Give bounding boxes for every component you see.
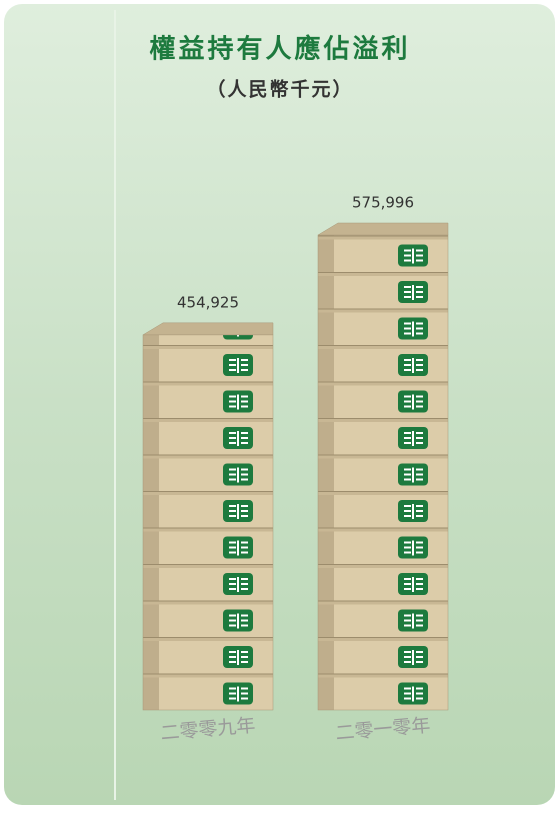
value-label: 454,925	[177, 293, 239, 311]
value-label: 575,996	[352, 194, 414, 212]
bar	[142, 334, 274, 711]
bar	[317, 234, 449, 711]
chart-subtitle: （人民幣千元）	[206, 78, 353, 101]
box-lid	[317, 222, 449, 236]
chart-title: 權益持有人應佔溢利	[149, 34, 410, 65]
box-lid	[142, 322, 274, 336]
card	[4, 4, 555, 805]
